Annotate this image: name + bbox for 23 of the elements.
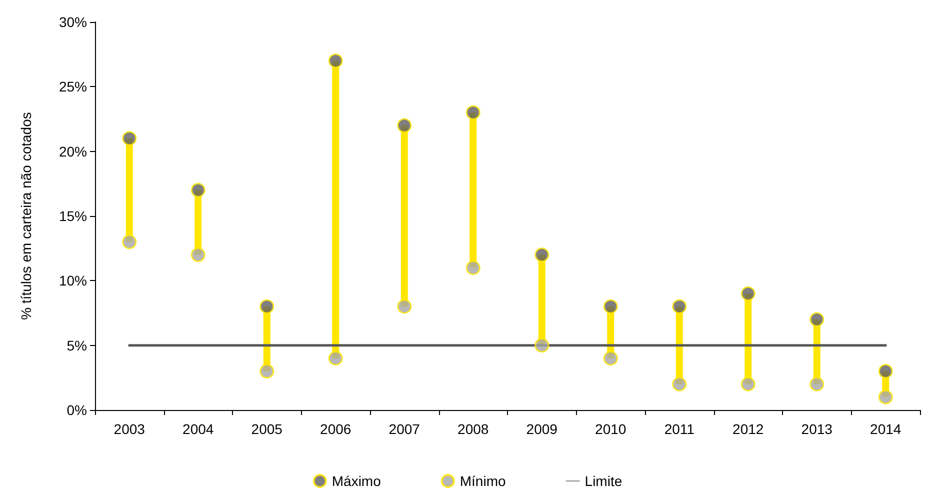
x-tick-label: 2008 bbox=[458, 421, 489, 437]
x-tick-label: 2006 bbox=[320, 421, 352, 437]
x-tick-label: 2010 bbox=[595, 421, 626, 437]
y-tick-label: 25% bbox=[58, 78, 87, 95]
y-tick-label: 5% bbox=[66, 337, 87, 354]
y-tick-label: 0% bbox=[66, 402, 87, 418]
x-tick-label: 2005 bbox=[251, 421, 283, 437]
y-tick-label: 20% bbox=[58, 143, 87, 160]
x-tick-label: 2013 bbox=[801, 421, 833, 437]
y-axis-title: % títulos em carteira não cotados bbox=[18, 112, 34, 320]
x-tick-label: 2012 bbox=[732, 421, 764, 437]
legend-label: Máximo bbox=[332, 473, 382, 489]
x-tick-label: 2007 bbox=[388, 421, 420, 437]
x-tick-label: 2014 bbox=[870, 421, 902, 437]
y-tick-label: 15% bbox=[58, 208, 87, 224]
x-tick-label: 2011 bbox=[664, 421, 695, 437]
x-tick-label: 2009 bbox=[526, 421, 558, 437]
x-tick-label: 2004 bbox=[182, 421, 214, 437]
y-tick-label: 10% bbox=[58, 272, 87, 289]
legend-label: Mínimo bbox=[460, 473, 506, 489]
legend-label: Limite bbox=[584, 473, 622, 489]
x-tick-label: 2003 bbox=[114, 421, 146, 437]
y-tick-label: 30% bbox=[58, 14, 87, 30]
